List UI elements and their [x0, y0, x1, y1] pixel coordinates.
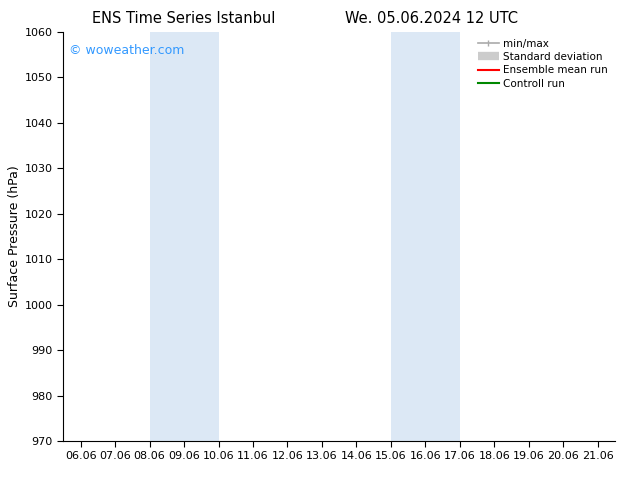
- Legend: min/max, Standard deviation, Ensemble mean run, Controll run: min/max, Standard deviation, Ensemble me…: [476, 37, 610, 91]
- Bar: [150, 32, 219, 441]
- Y-axis label: Surface Pressure (hPa): Surface Pressure (hPa): [8, 166, 21, 307]
- Bar: [391, 32, 460, 441]
- Text: © woweather.com: © woweather.com: [69, 44, 184, 57]
- Text: ENS Time Series Istanbul: ENS Time Series Istanbul: [92, 11, 276, 26]
- Text: We. 05.06.2024 12 UTC: We. 05.06.2024 12 UTC: [345, 11, 517, 26]
